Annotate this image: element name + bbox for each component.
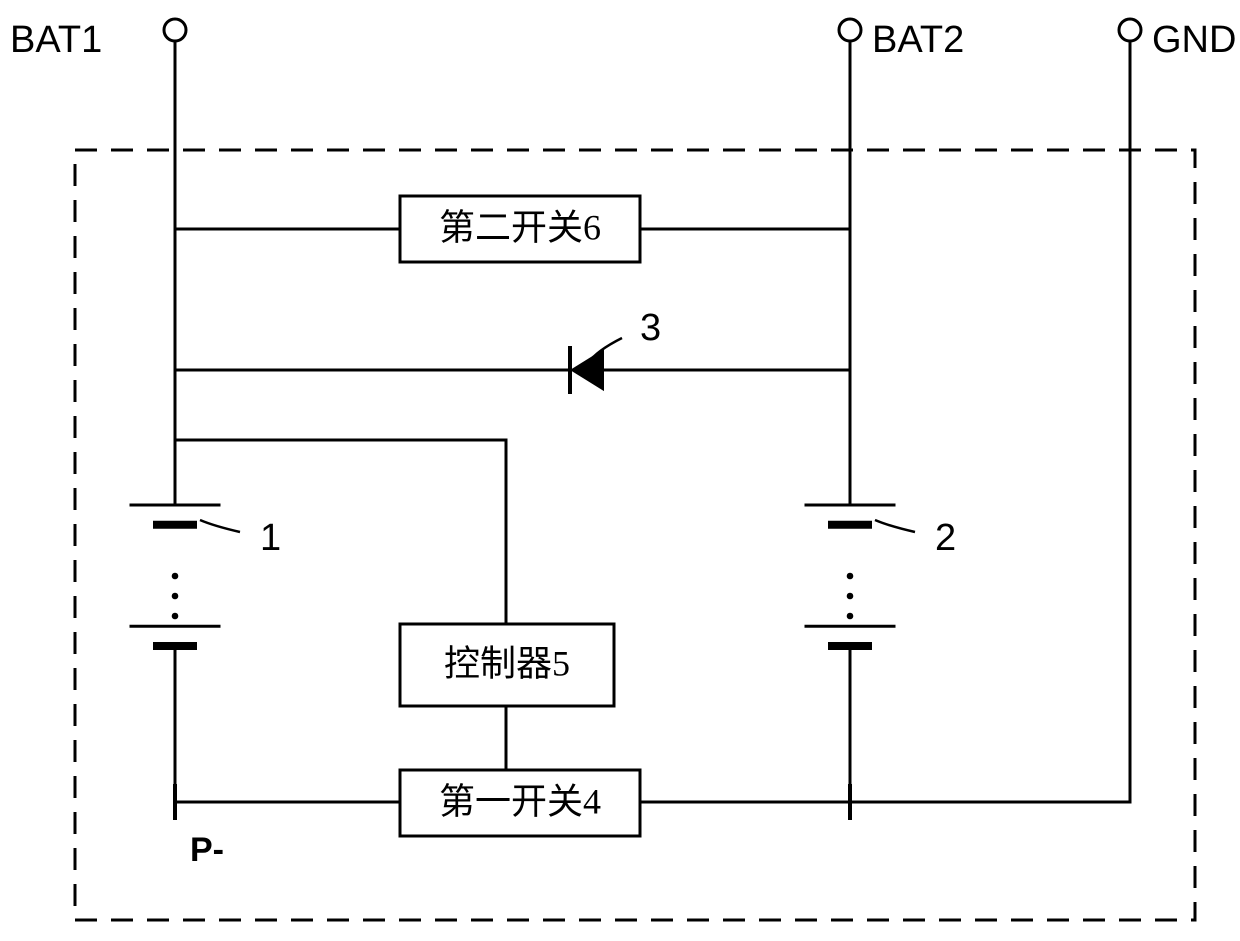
terminal-label-gnd: GND <box>1152 19 1236 61</box>
diode-triangle <box>570 349 604 391</box>
circuit-diagram: BAT1 BAT2 GND 第二开关6 控制器5 第一开关4 3 1 2 P- <box>0 0 1240 941</box>
terminal-bat1 <box>164 19 186 41</box>
terminal-gnd <box>1119 19 1141 41</box>
battery-left-leader <box>200 520 240 532</box>
p-minus-label: P- <box>190 831 224 869</box>
terminal-label-bat1: BAT1 <box>10 19 102 61</box>
battery-right-leader <box>875 520 915 532</box>
battery-left-dot-1 <box>172 593 179 600</box>
box-label-controller: 控制器5 <box>444 643 570 683</box>
terminal-bat2 <box>839 19 861 41</box>
battery-right-label: 2 <box>935 517 956 559</box>
battery-left-dot-2 <box>172 613 179 620</box>
box-label-switch2: 第二开关6 <box>439 207 601 247</box>
battery-right-dot-2 <box>847 613 854 620</box>
battery-right-dot-0 <box>847 573 854 580</box>
battery-right-dot-1 <box>847 593 854 600</box>
diode-label: 3 <box>640 307 661 349</box>
terminal-label-bat2: BAT2 <box>872 19 964 61</box>
battery-left-label: 1 <box>260 517 281 559</box>
box-label-switch1: 第一开关4 <box>439 781 601 821</box>
battery-left-dot-0 <box>172 573 179 580</box>
